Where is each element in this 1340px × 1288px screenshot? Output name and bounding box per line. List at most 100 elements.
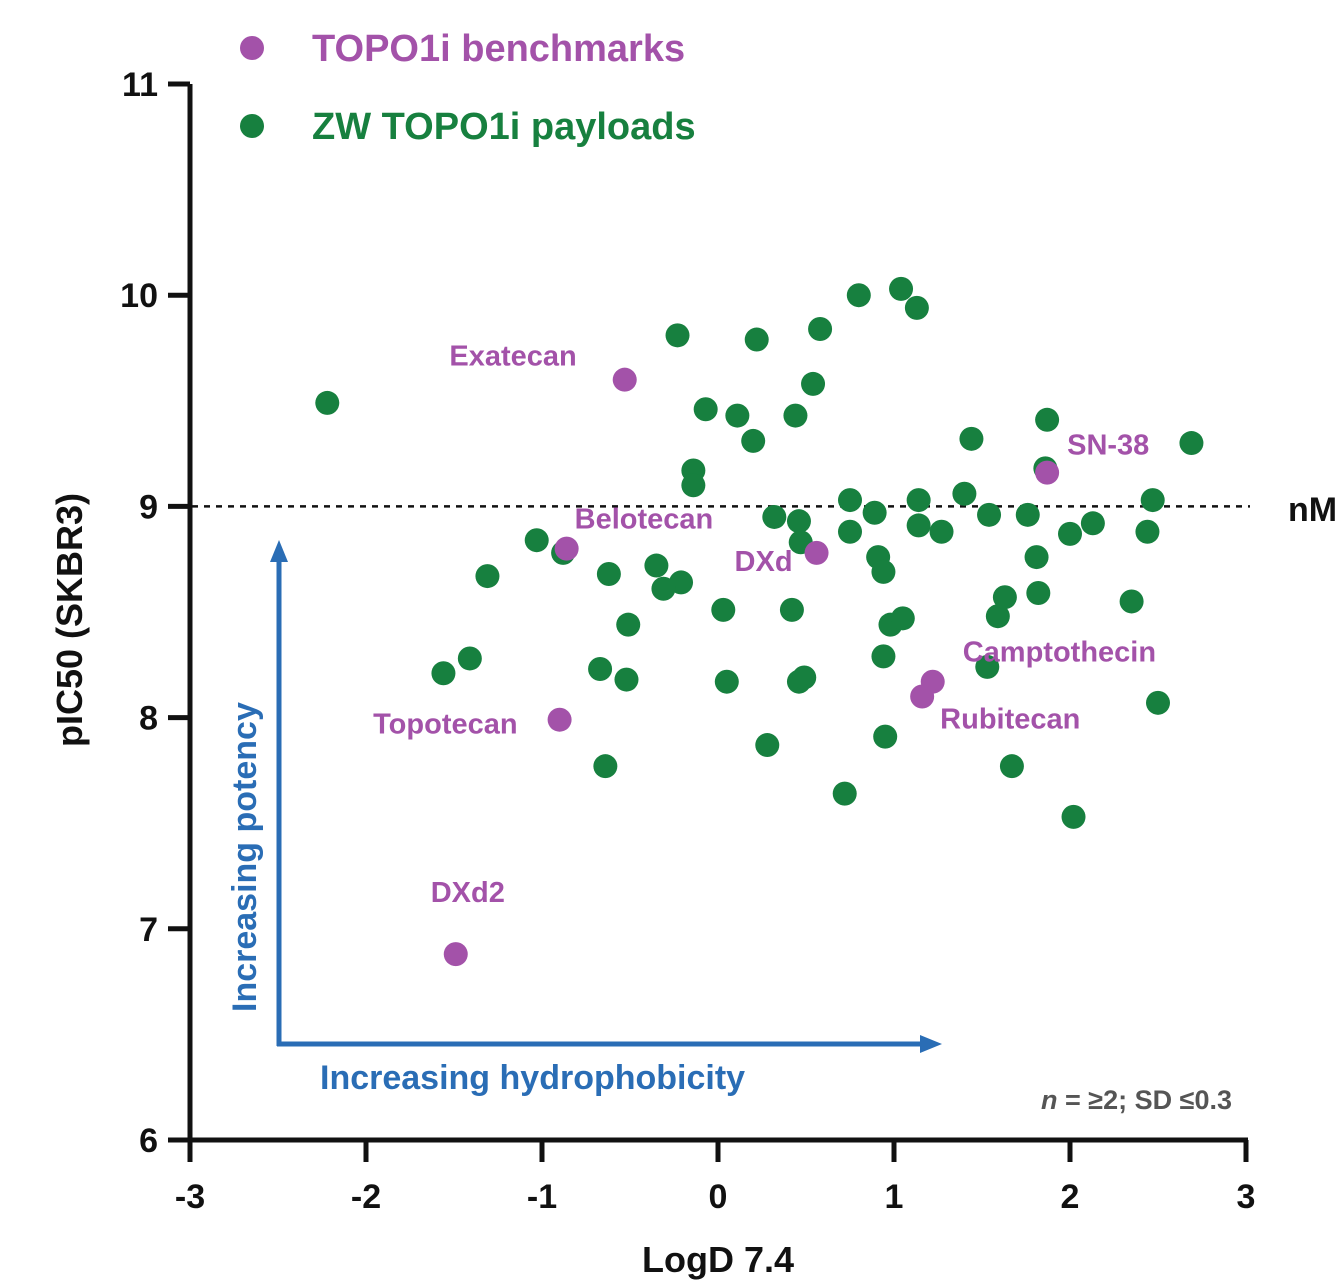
benchmark-point bbox=[1035, 460, 1060, 485]
payload-point bbox=[744, 327, 769, 352]
y-tick-label: 8 bbox=[139, 700, 158, 738]
payload-point bbox=[315, 390, 340, 415]
point-label-exatecan: Exatecan bbox=[449, 341, 576, 373]
payload-point bbox=[846, 283, 871, 308]
y-tick-label: 10 bbox=[120, 277, 158, 315]
payload-point bbox=[808, 316, 833, 341]
payload-point bbox=[929, 519, 954, 544]
payload-point bbox=[651, 576, 676, 601]
payload-point bbox=[786, 509, 811, 534]
point-label-rubitecan: Rubitecan bbox=[940, 703, 1080, 735]
payload-point bbox=[693, 397, 718, 422]
x-tick-label: 0 bbox=[709, 1178, 728, 1216]
benchmark-point bbox=[910, 684, 935, 709]
payload-point bbox=[838, 519, 862, 544]
payload-point bbox=[524, 528, 549, 553]
payload-point bbox=[906, 513, 931, 538]
x-tick-label: -2 bbox=[351, 1178, 381, 1216]
payload-point bbox=[588, 657, 613, 682]
payload-point bbox=[871, 559, 896, 584]
payload-point bbox=[665, 323, 690, 348]
payload-point bbox=[1119, 589, 1144, 614]
payload-point bbox=[871, 644, 896, 669]
payload-point bbox=[1135, 519, 1160, 544]
y-tick-label: 7 bbox=[139, 911, 158, 949]
point-label-dxd: DXd bbox=[735, 546, 793, 578]
payload-point bbox=[644, 553, 669, 578]
benchmark-point bbox=[612, 367, 637, 392]
legend-marker-benchmarks bbox=[240, 36, 264, 60]
point-label-sn-38: SN-38 bbox=[1067, 430, 1149, 462]
payload-point bbox=[596, 561, 621, 586]
point-labels: Exatecan SN-38 Belotecan DXd Camptothecin Rub… bbox=[373, 341, 1156, 909]
payload-point bbox=[614, 667, 639, 692]
payload-point bbox=[959, 426, 984, 451]
legend-label-payloads: ZW TOPO1i payloads bbox=[312, 106, 696, 148]
payload-point bbox=[755, 733, 780, 758]
payload-point bbox=[975, 654, 1000, 679]
y-tick-label: 11 bbox=[122, 66, 158, 104]
payload-point bbox=[1080, 511, 1105, 536]
footnote-text: = ≥2; SD ≤0.3 bbox=[1058, 1085, 1232, 1115]
payload-point bbox=[783, 403, 808, 428]
payload-point bbox=[992, 585, 1017, 610]
payload-point bbox=[593, 754, 618, 779]
y-axis-title: pIC50 (SKBR3) bbox=[49, 493, 90, 747]
payload-point bbox=[906, 488, 931, 513]
reference-line-label: nM bbox=[1288, 491, 1337, 529]
x-tick-label: -1 bbox=[527, 1178, 557, 1216]
payload-point bbox=[999, 754, 1024, 779]
payload-points bbox=[315, 276, 1204, 829]
legend-label-benchmarks: TOPO1i benchmarks bbox=[312, 28, 685, 70]
y-tick-label: 9 bbox=[139, 488, 158, 526]
payload-point bbox=[904, 295, 929, 320]
payload-point bbox=[1024, 545, 1049, 570]
payload-point bbox=[431, 661, 456, 686]
payload-point bbox=[741, 428, 766, 453]
hydrophobicity-arrow-label: Increasing hydrophobicity bbox=[320, 1059, 745, 1097]
y-ticks: 6 7 8 9 10 11 bbox=[120, 66, 190, 1160]
point-label-dxd2: DXd2 bbox=[431, 877, 505, 909]
payload-point bbox=[475, 564, 500, 589]
y-tick-label: 6 bbox=[139, 1122, 158, 1160]
payload-point bbox=[1140, 488, 1165, 513]
payload-point bbox=[890, 606, 915, 631]
payload-point bbox=[1179, 431, 1204, 456]
payload-point bbox=[889, 276, 914, 301]
x-tick-label: 3 bbox=[1237, 1178, 1256, 1216]
payload-point bbox=[952, 481, 977, 506]
x-tick-label: 1 bbox=[885, 1178, 904, 1216]
benchmark-point bbox=[547, 707, 572, 732]
payload-point bbox=[725, 403, 750, 428]
payload-point bbox=[457, 646, 482, 671]
payload-point bbox=[801, 371, 826, 396]
benchmark-point bbox=[554, 536, 579, 561]
x-tick-label: 2 bbox=[1061, 1178, 1080, 1216]
payload-point bbox=[1058, 521, 1082, 546]
payload-point bbox=[862, 500, 887, 525]
payload-point bbox=[711, 597, 736, 622]
point-label-belotecan: Belotecan bbox=[575, 504, 714, 536]
legend: TOPO1i benchmarks ZW TOPO1i payloads bbox=[240, 28, 696, 148]
potency-arrow-label: Increasing potency bbox=[226, 702, 264, 1012]
potency-arrow bbox=[270, 540, 288, 1046]
payload-point bbox=[1026, 580, 1051, 605]
payload-point bbox=[779, 597, 804, 622]
point-label-camptothecin: Camptothecin bbox=[963, 637, 1156, 669]
payload-point bbox=[1146, 690, 1170, 715]
hydrophobicity-arrow bbox=[277, 1035, 942, 1053]
hydrophobicity-arrow-head bbox=[920, 1035, 942, 1053]
point-label-topotecan: Topotecan bbox=[373, 709, 517, 741]
payload-point bbox=[681, 473, 706, 498]
payload-point bbox=[616, 612, 641, 637]
potency-arrow-head bbox=[270, 540, 288, 562]
payload-point bbox=[873, 724, 898, 749]
payload-point bbox=[714, 669, 739, 694]
x-axis-title: LogD 7.4 bbox=[642, 1239, 794, 1280]
legend-marker-payloads bbox=[240, 114, 264, 138]
payload-point bbox=[838, 488, 862, 513]
benchmark-point bbox=[443, 942, 468, 967]
payload-point bbox=[985, 604, 1010, 629]
payload-point bbox=[1015, 502, 1040, 527]
